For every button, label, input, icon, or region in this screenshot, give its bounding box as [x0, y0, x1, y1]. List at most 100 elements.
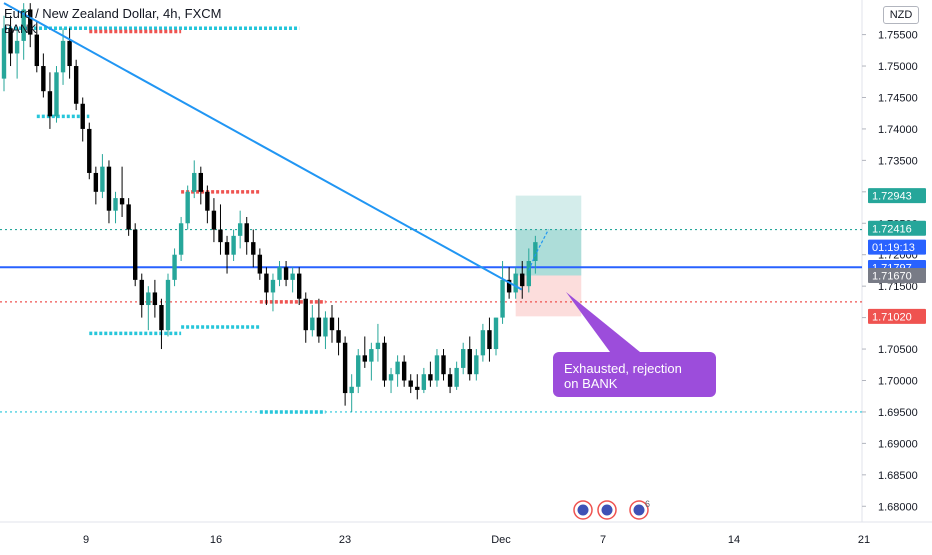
- candle-body: [237, 223, 243, 236]
- price-badge[interactable]: [868, 188, 926, 204]
- candle-body: [73, 66, 79, 104]
- candle-body: [257, 254, 263, 274]
- candle-body: [8, 28, 13, 54]
- currency-badge[interactable]: NZD: [883, 6, 919, 24]
- candle-body: [316, 317, 322, 337]
- candle-body: [185, 191, 190, 224]
- candle-body: [506, 279, 512, 293]
- chart-title: Euro / New Zealand Dollar, 4h, FXCM: [4, 6, 222, 21]
- candle-body: [211, 210, 217, 230]
- candle-body: [244, 223, 249, 243]
- y-tick-label: 1.75000: [878, 61, 918, 73]
- candle-body: [60, 40, 66, 73]
- y-tick-label: 1.68500: [878, 470, 918, 482]
- candle-body: [303, 298, 308, 331]
- event-flag-globe-icon: [577, 504, 589, 516]
- candle-body: [165, 279, 171, 331]
- callout-box[interactable]: [553, 352, 716, 397]
- y-tick-label: 1.74500: [878, 92, 918, 104]
- candle-body: [34, 34, 39, 67]
- price-badge-label: 1.72416: [872, 223, 912, 235]
- candle-body: [487, 330, 492, 350]
- price-badge[interactable]: [868, 308, 926, 324]
- projection-path[interactable]: [528, 229, 550, 271]
- candle-body: [533, 242, 538, 261]
- event-flag-globe-icon: [601, 504, 613, 516]
- candle-body: [447, 374, 453, 387]
- candle-body: [126, 204, 131, 230]
- candle-body: [54, 72, 59, 117]
- candle-body: [205, 191, 210, 211]
- candle-body: [310, 317, 315, 331]
- candle-body: [283, 267, 289, 280]
- candle-body: [526, 261, 531, 287]
- callout-pointer: [566, 292, 640, 352]
- candle-body: [264, 273, 269, 293]
- candle-body: [323, 317, 328, 337]
- candle-body: [93, 172, 99, 192]
- y-tick-label: 1.73500: [878, 155, 918, 167]
- candle-body: [172, 254, 177, 280]
- y-tick-label: 1.70000: [878, 375, 918, 387]
- stop-loss-zone[interactable]: [515, 275, 582, 317]
- candle-body: [106, 166, 112, 211]
- x-tick-label: 16: [210, 534, 222, 546]
- y-tick-label: 1.68000: [878, 501, 918, 513]
- candle-body: [493, 317, 499, 350]
- candle-body: [133, 229, 138, 280]
- candle-body: [146, 292, 151, 306]
- candle-body: [395, 361, 400, 375]
- candle-body: [80, 103, 85, 129]
- candle-body: [270, 279, 276, 293]
- price-badge[interactable]: [868, 239, 926, 255]
- y-tick-label: 1.70500: [878, 344, 918, 356]
- y-tick-label: 1.71500: [878, 281, 918, 293]
- candle-body: [388, 374, 394, 381]
- candle-body: [349, 386, 354, 394]
- candle-body: [382, 342, 387, 381]
- x-tick-label: Dec: [491, 534, 511, 546]
- y-tick-label: 1.69000: [878, 438, 918, 450]
- candle-body: [119, 198, 125, 205]
- candle-body: [290, 273, 295, 280]
- candle-body: [224, 242, 230, 255]
- candle-body: [428, 374, 433, 381]
- x-tick-label: 9: [83, 534, 89, 546]
- candle-body: [87, 128, 92, 173]
- price-badge-label: 1.71670: [872, 270, 912, 282]
- price-badge[interactable]: [868, 220, 926, 236]
- candle-body: [454, 367, 459, 387]
- candle-body: [178, 223, 184, 255]
- x-tick-label: 14: [728, 534, 740, 546]
- candle-body: [159, 305, 164, 331]
- candle-body: [192, 172, 197, 192]
- candle-body: [113, 198, 118, 211]
- candle-body: [408, 380, 413, 387]
- candle-body: [500, 279, 505, 318]
- x-tick-label: 21: [858, 534, 870, 546]
- trend-line[interactable]: [3, 2, 523, 291]
- event-flag-globe-icon: [633, 504, 645, 516]
- candle-body: [251, 242, 256, 255]
- candle-body: [14, 40, 20, 54]
- candle-body: [342, 342, 348, 394]
- price-badge-label: 1.71020: [872, 311, 912, 323]
- candle-body: [520, 273, 525, 287]
- candle-body: [231, 235, 236, 255]
- y-tick-label: 1.69500: [878, 407, 918, 419]
- callout-text-line: Exhausted, rejection: [564, 361, 682, 376]
- y-tick-label: 1.74000: [878, 124, 918, 136]
- indicator-label[interactable]: BANK: [4, 22, 37, 36]
- price-badge[interactable]: [868, 267, 926, 283]
- candle-body: [336, 330, 341, 343]
- candle-body: [421, 374, 427, 390]
- candle-body: [41, 66, 46, 92]
- candle-body: [415, 386, 420, 390]
- candle-body: [474, 355, 479, 375]
- candle-body: [356, 355, 361, 387]
- callout-text-line: on BANK: [564, 376, 618, 391]
- event-count-badge: 6: [645, 499, 650, 509]
- candle-body: [198, 172, 203, 192]
- candle-body: [67, 40, 72, 67]
